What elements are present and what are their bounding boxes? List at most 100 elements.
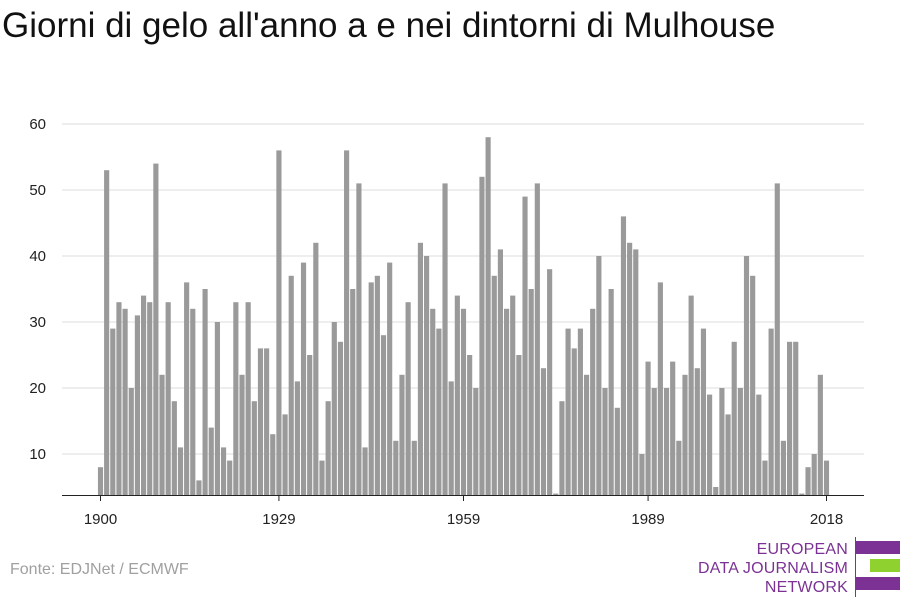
bar — [177, 447, 184, 495]
bar — [485, 137, 491, 495]
bar — [300, 262, 307, 495]
bar — [473, 388, 479, 495]
bar — [602, 388, 608, 495]
edjnet-logo[interactable]: EUROPEAN DATA JOURNALISM NETWORK — [698, 537, 900, 597]
bar — [190, 308, 196, 495]
bar — [639, 454, 645, 495]
bar — [196, 480, 202, 495]
bars — [97, 137, 830, 496]
bar — [645, 361, 651, 495]
bar — [559, 401, 565, 495]
bar — [787, 341, 793, 495]
x-tick-label: 2018 — [810, 511, 843, 528]
bar — [571, 348, 577, 495]
bar — [553, 493, 559, 495]
y-tick-label: 40 — [29, 248, 46, 265]
bar — [405, 302, 411, 495]
x-tick-label: 1900 — [84, 511, 117, 528]
bar — [460, 308, 467, 495]
bar — [239, 374, 245, 495]
bar — [614, 407, 620, 495]
bar — [516, 355, 522, 495]
bar — [374, 275, 380, 495]
bar — [122, 308, 128, 495]
bar — [737, 388, 743, 495]
bar — [350, 289, 356, 495]
bar — [713, 487, 719, 495]
bar — [325, 401, 331, 495]
bar — [522, 196, 528, 495]
bar — [811, 454, 817, 495]
bar — [731, 341, 737, 495]
bar — [393, 440, 399, 495]
bar — [750, 275, 756, 495]
bar — [270, 434, 276, 495]
x-tick-label: 1959 — [447, 511, 480, 528]
bar — [479, 176, 485, 496]
bar — [694, 368, 700, 495]
bar — [719, 388, 725, 495]
bar — [294, 381, 300, 495]
y-tick-label: 60 — [29, 116, 46, 133]
bar — [700, 328, 707, 495]
bar — [799, 493, 805, 495]
bar — [288, 275, 294, 495]
x-axis: 1900 1929 1959 1989 2018 — [62, 495, 864, 528]
logo-line: EUROPEAN — [756, 541, 848, 558]
bar — [128, 388, 134, 495]
bar — [663, 388, 670, 495]
bar — [165, 302, 171, 495]
logo-line: DATA JOURNALISM — [698, 560, 848, 577]
bar — [411, 440, 417, 495]
bar — [774, 183, 780, 495]
bar — [159, 374, 165, 495]
bar — [184, 282, 190, 495]
chart-title: Giorni di gelo all'anno a e nei dintorni… — [2, 6, 776, 45]
bar — [331, 322, 337, 495]
bar — [307, 355, 313, 495]
bar — [503, 308, 510, 495]
bar — [442, 183, 448, 495]
bar — [583, 374, 590, 495]
bar — [510, 295, 516, 495]
bar — [577, 328, 583, 495]
bar — [344, 150, 350, 495]
bar — [608, 289, 614, 495]
logo-line: NETWORK — [764, 579, 848, 596]
bar — [780, 440, 787, 495]
bar — [534, 183, 540, 495]
bar — [202, 289, 208, 495]
bar — [424, 256, 430, 495]
bar — [417, 242, 424, 495]
bar — [436, 328, 442, 495]
bar — [140, 295, 147, 495]
bar — [627, 242, 633, 495]
bar — [387, 262, 393, 495]
x-tick-label: 1989 — [631, 511, 664, 528]
bar — [547, 269, 553, 495]
bar — [823, 460, 830, 495]
y-tick-label: 10 — [29, 446, 46, 463]
bar — [633, 249, 639, 495]
x-tick-label: 1929 — [262, 511, 295, 528]
bar — [362, 447, 368, 495]
bar — [670, 361, 676, 495]
bar — [528, 289, 534, 495]
y-tick-label: 50 — [29, 182, 46, 199]
bar — [282, 414, 288, 495]
bar — [682, 374, 688, 495]
bar — [817, 374, 823, 495]
bar — [768, 328, 774, 495]
bar — [657, 282, 663, 495]
bar — [368, 282, 374, 495]
bar — [97, 467, 104, 495]
bar — [454, 295, 460, 495]
bar — [356, 183, 362, 495]
bar — [430, 308, 436, 495]
bar — [208, 427, 214, 495]
bar — [337, 341, 344, 495]
bar — [651, 388, 657, 495]
bar — [264, 348, 270, 495]
logo-bar — [870, 559, 900, 572]
bar — [220, 447, 227, 495]
